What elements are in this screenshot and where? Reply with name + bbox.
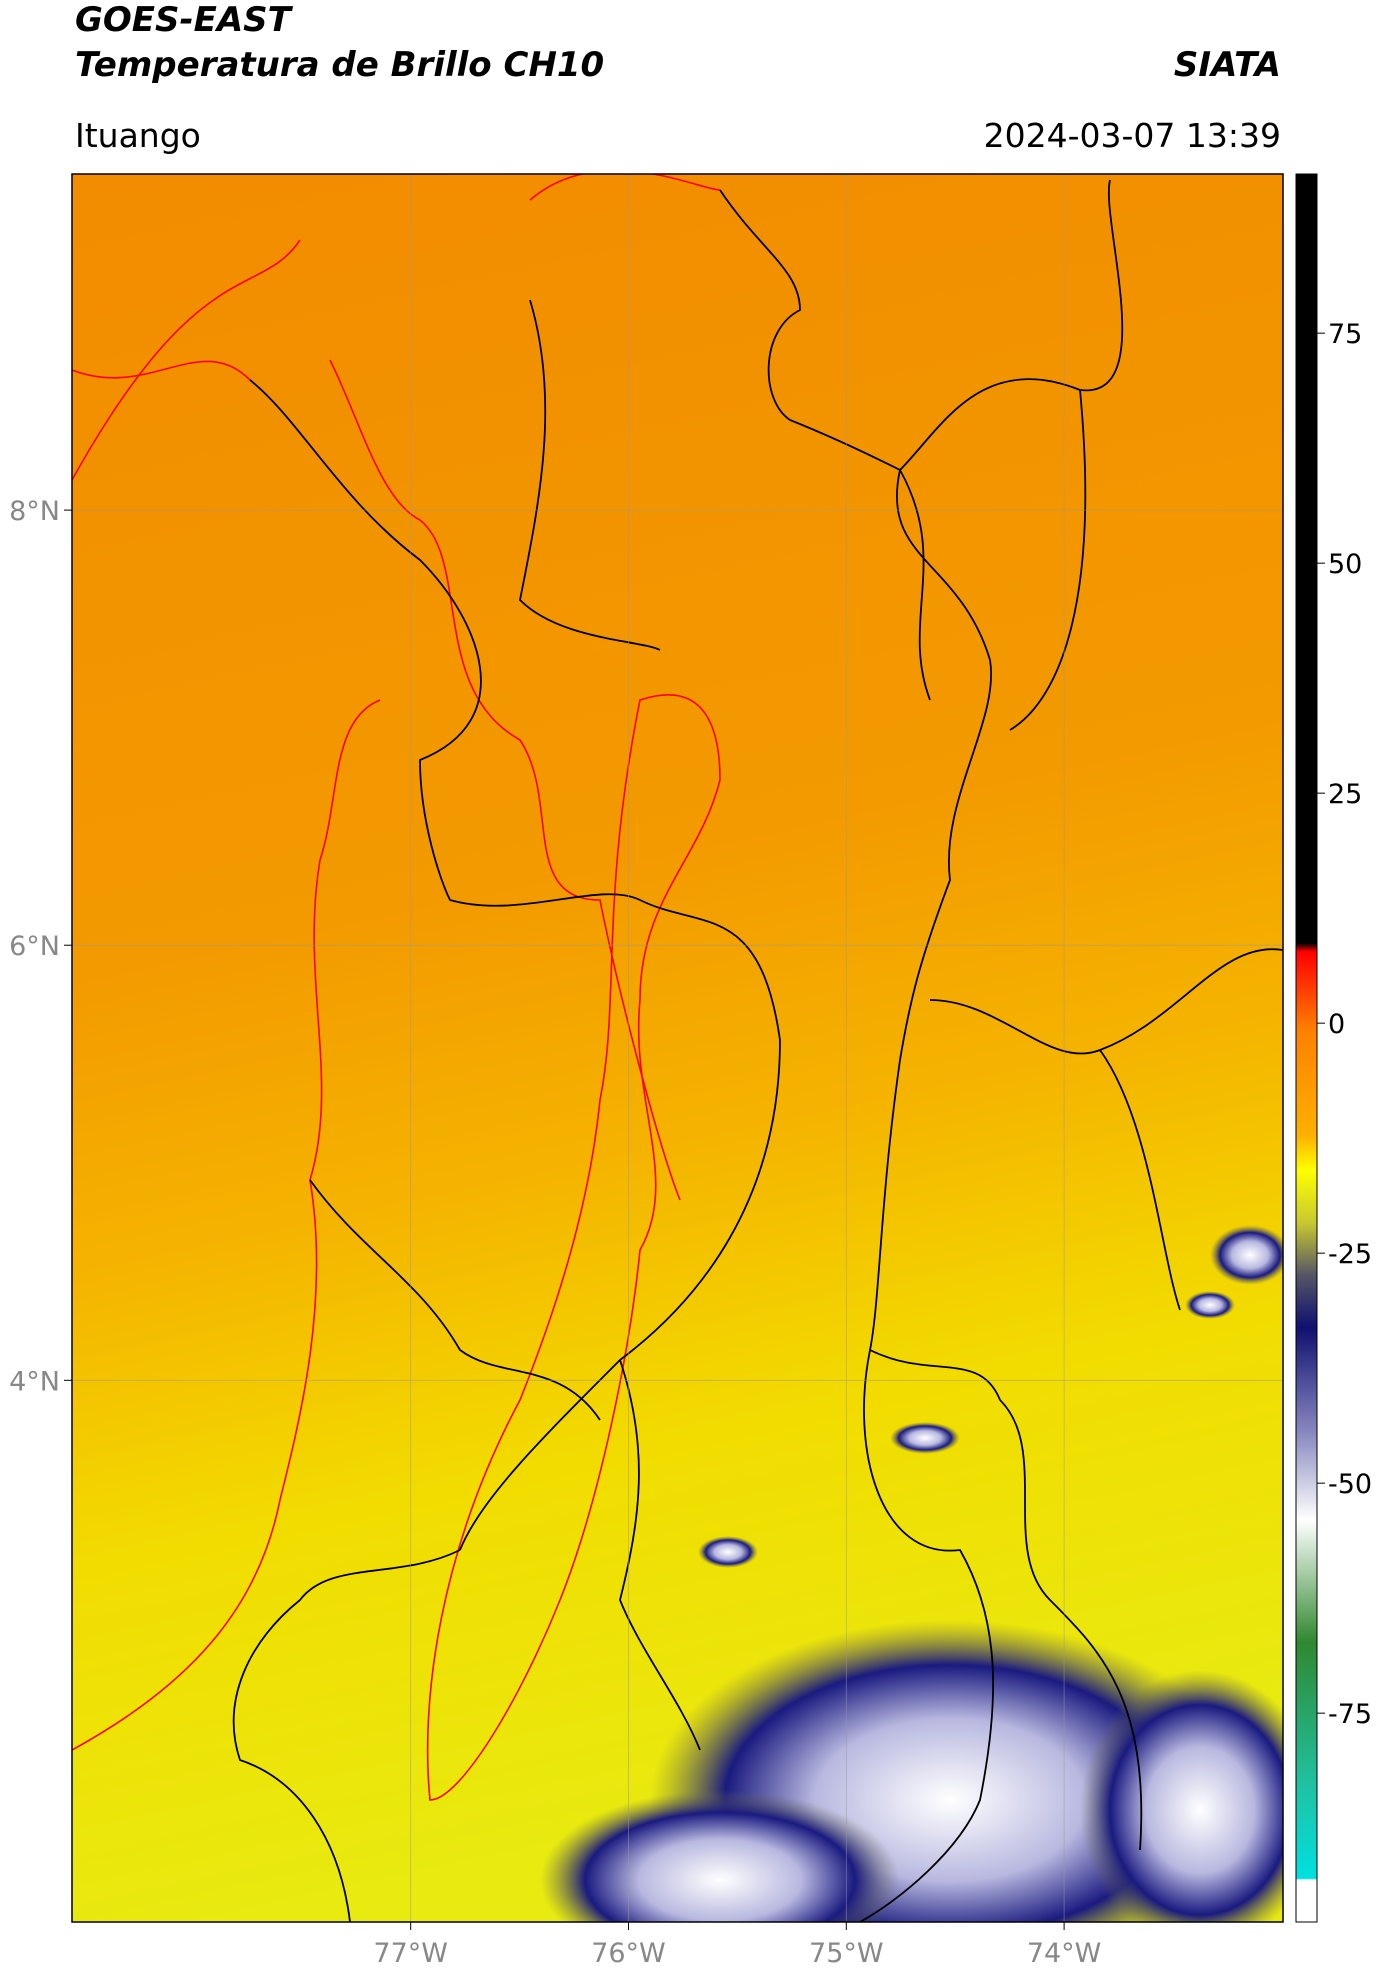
source: SIATA: [1174, 45, 1281, 85]
colorbar-tick-label: 25: [1328, 779, 1362, 810]
y-tick-label: 6°N: [9, 931, 60, 962]
x-tick-label: 77°W: [373, 1938, 448, 1969]
title: GOES-EAST: [75, 0, 294, 40]
map: [72, 174, 1283, 1922]
colorbar-tick-label: 0: [1328, 1009, 1345, 1040]
map-background: [72, 174, 1283, 1922]
x-tick-label: 76°W: [591, 1938, 666, 1969]
colorbar-tick-label: -75: [1328, 1699, 1372, 1730]
x-tick-label: 75°W: [809, 1938, 884, 1969]
colorbar-tick-label: 75: [1328, 319, 1362, 350]
subtitle: Temperatura de Brillo CH10: [75, 45, 604, 85]
clouds: [540, 1225, 1283, 1922]
colorbar-tick-label: -50: [1328, 1469, 1372, 1500]
colorbar-tick-label: -25: [1328, 1239, 1372, 1270]
graticule: [72, 174, 1283, 1922]
location: Ituango: [75, 116, 201, 155]
colorbar-tick-label: 50: [1328, 549, 1362, 580]
y-tick-label: 4°N: [9, 1366, 60, 1397]
map-frame: [71, 173, 1284, 1923]
boundaries: [72, 174, 1283, 1922]
datetime: 2024-03-07 13:39: [984, 116, 1281, 155]
colorbar: [1295, 173, 1318, 1923]
x-tick-label: 74°W: [1027, 1938, 1102, 1969]
y-tick-label: 8°N: [9, 496, 60, 527]
